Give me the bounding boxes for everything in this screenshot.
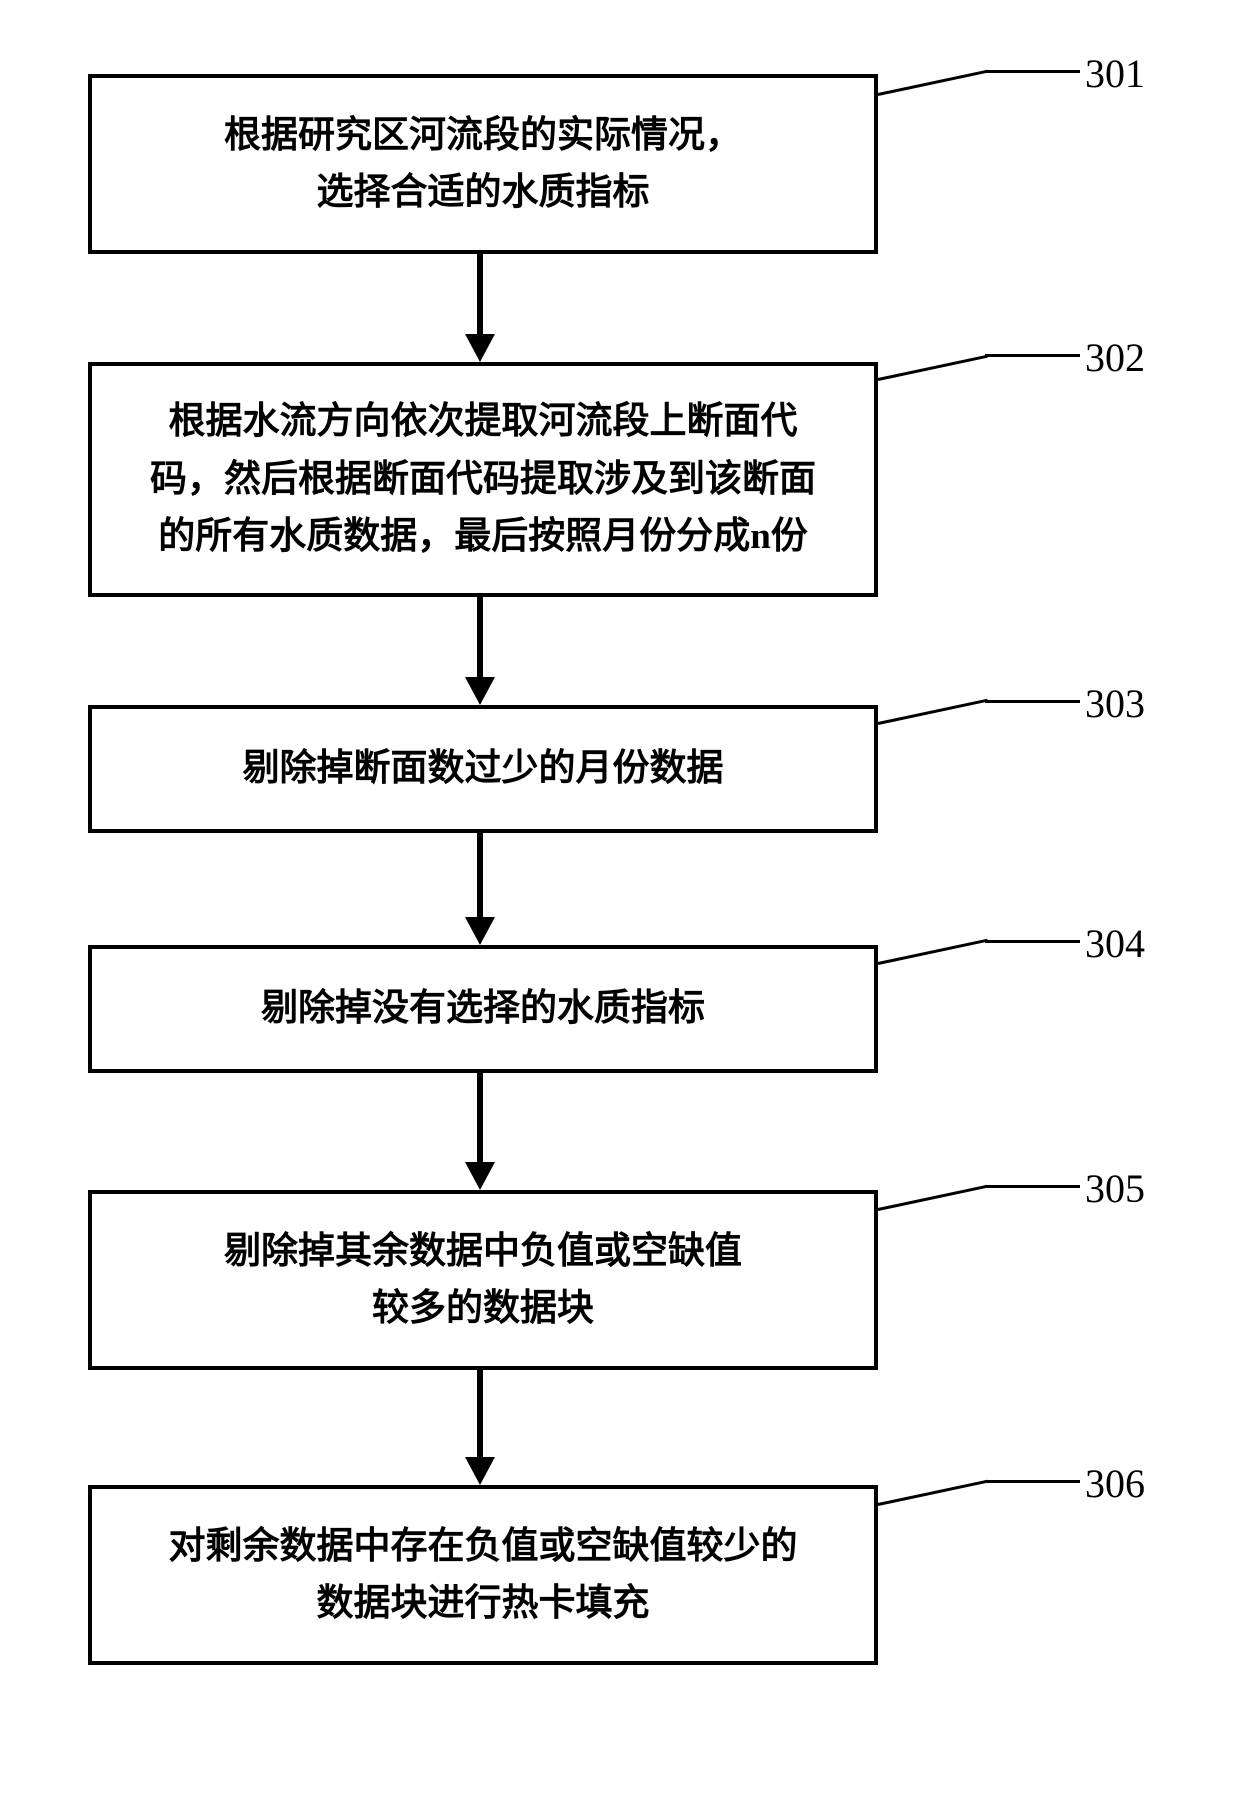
leader-diag-306 [878,1480,988,1506]
leader-diag-302 [878,355,988,381]
leader-diag-304 [878,939,988,965]
leader-horiz-303 [985,700,1080,703]
step-box-303: 剔除掉断面数过少的月份数据 [88,705,878,833]
step-label-306: 306 [1085,1460,1145,1507]
flowchart-canvas: 根据研究区河流段的实际情况，选择合适的水质指标 301 根据水流方向依次提取河流… [0,0,1240,1811]
arrow-304-305 [477,1073,483,1162]
arrow-301-302 [477,254,483,334]
arrow-303-304 [477,833,483,917]
arrow-302-303 [477,597,483,677]
leader-diag-303 [878,699,988,725]
arrow-head-303-304 [465,917,495,945]
leader-diag-301 [878,70,988,96]
leader-horiz-304 [985,940,1080,943]
step-label-302: 302 [1085,334,1145,381]
step-label-304: 304 [1085,920,1145,967]
arrow-head-301-302 [465,334,495,362]
step-box-302: 根据水流方向依次提取河流段上断面代码，然后根据断面代码提取涉及到该断面的所有水质… [88,362,878,597]
arrow-head-304-305 [465,1162,495,1190]
step-box-306: 对剩余数据中存在负值或空缺值较少的数据块进行热卡填充 [88,1485,878,1665]
step-label-303: 303 [1085,680,1145,727]
step-box-304: 剔除掉没有选择的水质指标 [88,945,878,1073]
step-label-305: 305 [1085,1165,1145,1212]
arrow-head-302-303 [465,677,495,705]
step-box-301: 根据研究区河流段的实际情况，选择合适的水质指标 [88,74,878,254]
step-label-301: 301 [1085,50,1145,97]
leader-horiz-301 [985,70,1080,73]
leader-diag-305 [878,1185,988,1211]
step-box-305: 剔除掉其余数据中负值或空缺值较多的数据块 [88,1190,878,1370]
leader-horiz-302 [985,354,1080,357]
arrow-head-305-306 [465,1457,495,1485]
leader-horiz-306 [985,1480,1080,1483]
arrow-305-306 [477,1370,483,1457]
leader-horiz-305 [985,1185,1080,1188]
